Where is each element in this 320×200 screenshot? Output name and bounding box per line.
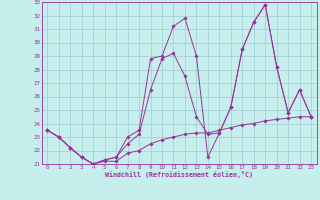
X-axis label: Windchill (Refroidissement éolien,°C): Windchill (Refroidissement éolien,°C) [105, 171, 253, 178]
